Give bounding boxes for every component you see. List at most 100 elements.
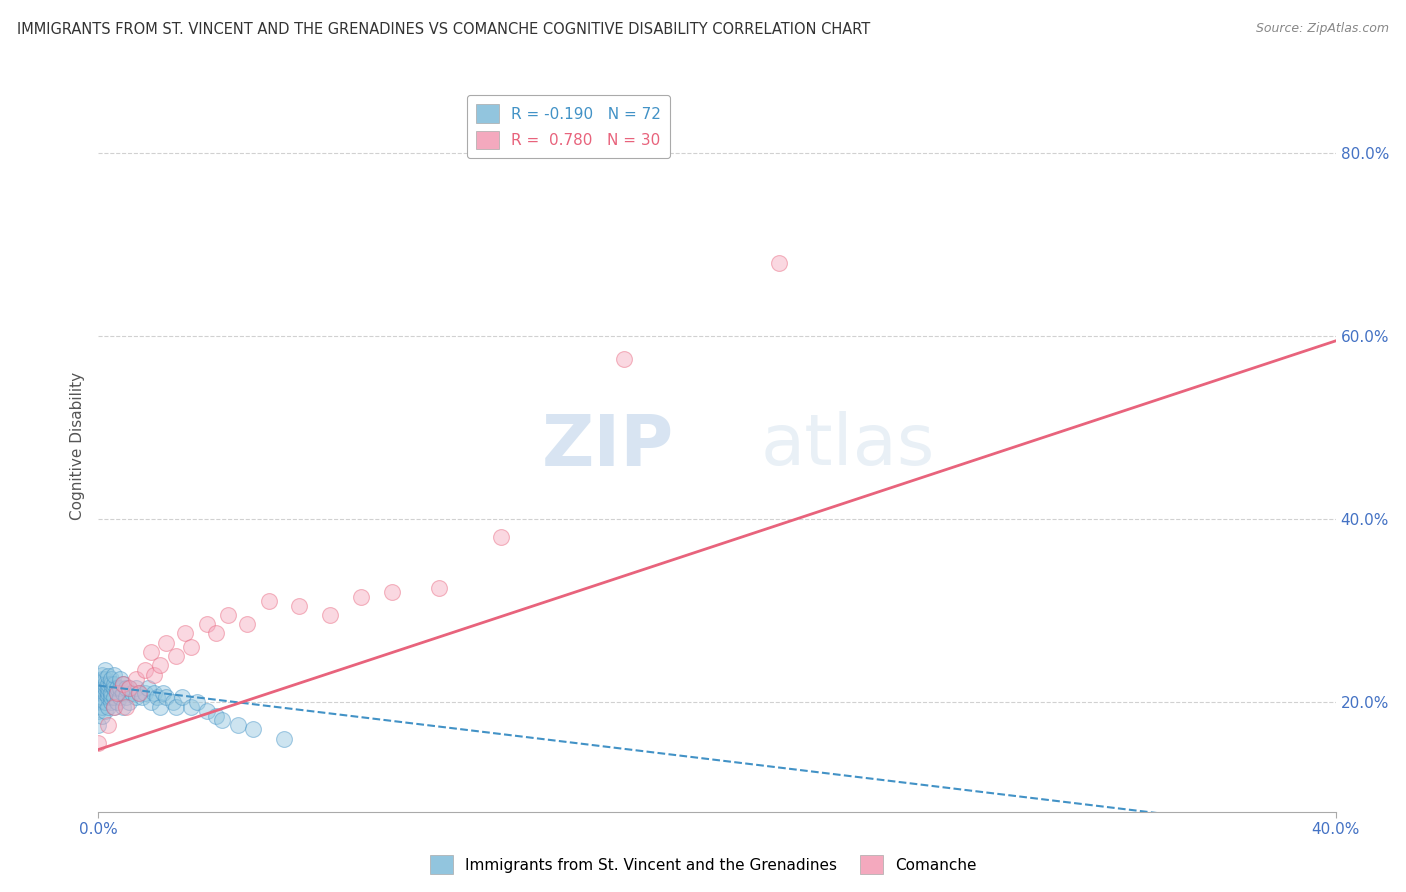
Text: Source: ZipAtlas.com: Source: ZipAtlas.com xyxy=(1256,22,1389,36)
Point xyxy=(93,676,115,690)
Point xyxy=(134,663,156,677)
Point xyxy=(115,699,138,714)
Point xyxy=(93,695,115,709)
Point xyxy=(211,714,233,728)
Legend: R = -0.190   N = 72, R =  0.780   N = 30: R = -0.190 N = 72, R = 0.780 N = 30 xyxy=(467,95,671,159)
Point xyxy=(205,708,228,723)
Point xyxy=(100,686,122,700)
Point xyxy=(180,699,202,714)
Point xyxy=(236,617,259,632)
Y-axis label: Cognitive Disability: Cognitive Disability xyxy=(69,372,84,520)
Point xyxy=(90,708,112,723)
Point xyxy=(90,681,112,696)
Point xyxy=(90,676,112,690)
Point xyxy=(139,645,162,659)
Point xyxy=(105,681,128,696)
Point xyxy=(128,686,150,700)
Point xyxy=(134,686,156,700)
Point xyxy=(170,690,193,705)
Point xyxy=(100,676,122,690)
Point xyxy=(174,626,197,640)
Point xyxy=(381,585,404,599)
Point xyxy=(105,695,128,709)
Point xyxy=(350,590,373,604)
Point xyxy=(108,690,131,705)
Point xyxy=(97,681,120,696)
Point xyxy=(143,686,166,700)
Point xyxy=(128,686,150,700)
Point xyxy=(90,699,112,714)
Point xyxy=(180,640,202,655)
Point xyxy=(195,704,218,718)
Point xyxy=(118,681,141,696)
Point xyxy=(165,649,187,664)
Point xyxy=(288,599,311,613)
Point xyxy=(217,608,239,623)
Point xyxy=(103,699,125,714)
Point xyxy=(97,699,120,714)
Point xyxy=(489,530,512,544)
Point xyxy=(136,681,159,696)
Point xyxy=(103,667,125,681)
Point xyxy=(108,681,131,696)
Point xyxy=(87,686,110,700)
Point xyxy=(97,686,120,700)
Point xyxy=(124,672,146,686)
Point xyxy=(93,663,115,677)
Point xyxy=(319,608,342,623)
Point xyxy=(103,681,125,696)
Point xyxy=(112,676,135,690)
Point xyxy=(152,686,174,700)
Point xyxy=(131,690,153,705)
Point xyxy=(100,672,122,686)
Point xyxy=(195,617,218,632)
Point xyxy=(273,731,295,746)
Point xyxy=(124,681,146,696)
Point xyxy=(97,690,120,705)
Point xyxy=(105,686,128,700)
Point xyxy=(90,672,112,686)
Point xyxy=(242,723,264,737)
Point xyxy=(87,704,110,718)
Point xyxy=(162,695,184,709)
Point xyxy=(103,690,125,705)
Point xyxy=(257,594,280,608)
Legend: Immigrants from St. Vincent and the Grenadines, Comanche: Immigrants from St. Vincent and the Gren… xyxy=(423,849,983,880)
Point xyxy=(146,690,169,705)
Point xyxy=(93,704,115,718)
Point xyxy=(105,686,128,700)
Point xyxy=(613,352,636,367)
Point xyxy=(100,695,122,709)
Point xyxy=(768,256,790,270)
Point xyxy=(143,667,166,681)
Point xyxy=(93,686,115,700)
Point xyxy=(155,635,177,649)
Point xyxy=(90,690,112,705)
Point xyxy=(155,690,177,705)
Point xyxy=(186,695,208,709)
Point xyxy=(165,699,187,714)
Point xyxy=(87,718,110,732)
Point xyxy=(108,672,131,686)
Point xyxy=(97,676,120,690)
Point xyxy=(87,695,110,709)
Text: atlas: atlas xyxy=(761,411,935,481)
Point xyxy=(97,669,120,683)
Point xyxy=(139,695,162,709)
Point xyxy=(112,699,135,714)
Point xyxy=(112,676,135,690)
Point xyxy=(100,690,122,705)
Text: ZIP: ZIP xyxy=(541,411,673,481)
Point xyxy=(149,658,172,673)
Point xyxy=(124,690,146,705)
Point xyxy=(226,718,249,732)
Point xyxy=(115,690,138,705)
Point xyxy=(103,676,125,690)
Point xyxy=(93,672,115,686)
Point xyxy=(118,681,141,696)
Point xyxy=(121,686,143,700)
Point xyxy=(205,626,228,640)
Text: IMMIGRANTS FROM ST. VINCENT AND THE GRENADINES VS COMANCHE COGNITIVE DISABILITY : IMMIGRANTS FROM ST. VINCENT AND THE GREN… xyxy=(17,22,870,37)
Point xyxy=(118,695,141,709)
Point xyxy=(90,667,112,681)
